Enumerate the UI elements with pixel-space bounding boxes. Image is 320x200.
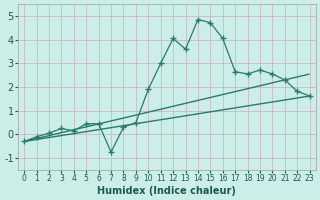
X-axis label: Humidex (Indice chaleur): Humidex (Indice chaleur) bbox=[98, 186, 236, 196]
